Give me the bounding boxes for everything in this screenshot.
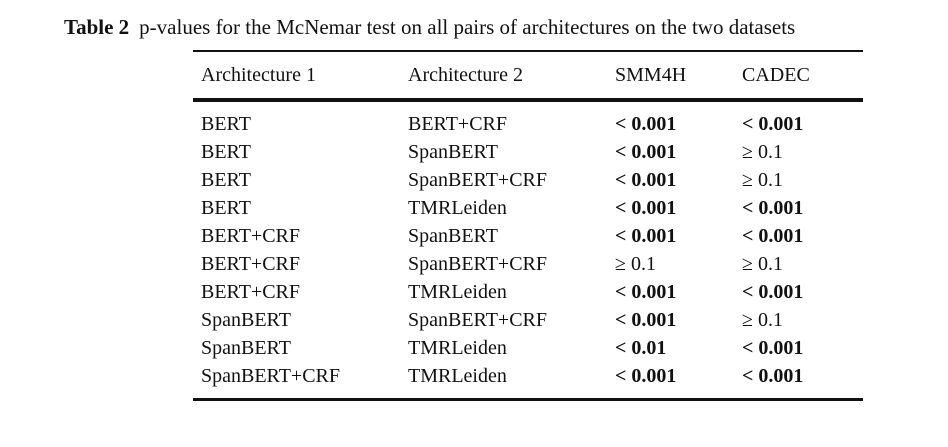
cell-architecture-2: TMRLeiden: [408, 197, 507, 219]
cell-smm4h-pvalue: < 0.001: [615, 141, 677, 163]
cell-smm4h-pvalue: < 0.001: [615, 365, 677, 387]
table-caption: Table 2 p-values for the McNemar test on …: [64, 14, 795, 40]
cell-architecture-1: BERT: [201, 141, 251, 163]
cell-architecture-1: BERT: [201, 197, 251, 219]
cell-architecture-2: SpanBERT+CRF: [408, 309, 547, 331]
caption-label: Table 2: [64, 15, 130, 39]
header-smm4h: SMM4H: [615, 63, 687, 86]
cell-architecture-1: BERT+CRF: [201, 281, 300, 303]
table-row: BERT+CRF SpanBERT < 0.001 < 0.001: [193, 222, 863, 250]
cell-architecture-2: SpanBERT: [408, 225, 498, 247]
cell-cadec-pvalue: ≥ 0.1: [742, 141, 783, 163]
cell-cadec-pvalue: < 0.001: [742, 225, 804, 247]
cell-cadec-pvalue: < 0.001: [742, 365, 804, 387]
results-table-body: BERT BERT+CRF < 0.001 < 0.001 BERT SpanBERT < …: [193, 102, 863, 398]
table-bottom-rule: [193, 398, 863, 401]
cell-architecture-1: SpanBERT: [201, 337, 291, 359]
results-table-container: Architecture 1 Architecture 2 SMM4H CADE…: [193, 50, 863, 401]
header-row: Architecture 1 Architecture 2 SMM4H CADE…: [193, 52, 863, 98]
table-row: SpanBERT+CRF TMRLeiden < 0.001 < 0.001: [193, 362, 863, 390]
cell-cadec-pvalue: < 0.001: [742, 113, 804, 135]
table-row: BERT BERT+CRF < 0.001 < 0.001: [193, 110, 863, 138]
cell-architecture-2: TMRLeiden: [408, 281, 507, 303]
table-row: BERT+CRF TMRLeiden < 0.001 < 0.001: [193, 278, 863, 306]
table-row: SpanBERT SpanBERT+CRF < 0.001 ≥ 0.1: [193, 306, 863, 334]
cell-architecture-1: BERT: [201, 169, 251, 191]
table-row: BERT SpanBERT+CRF < 0.001 ≥ 0.1: [193, 166, 863, 194]
cell-smm4h-pvalue: < 0.001: [615, 225, 677, 247]
cell-architecture-2: SpanBERT+CRF: [408, 253, 547, 275]
table-top-rule: [193, 50, 863, 52]
cell-cadec-pvalue: ≥ 0.1: [742, 309, 783, 331]
table-header-rule: [193, 98, 863, 102]
table-body: BERT BERT+CRF < 0.001 < 0.001 BERT SpanBERT < …: [193, 110, 863, 390]
cell-architecture-1: BERT+CRF: [201, 253, 300, 275]
table-row: BERT TMRLeiden < 0.001 < 0.001: [193, 194, 863, 222]
cell-architecture-1: SpanBERT+CRF: [201, 365, 340, 387]
cell-architecture-2: TMRLeiden: [408, 365, 507, 387]
cell-smm4h-pvalue: < 0.01: [615, 337, 667, 359]
cell-smm4h-pvalue: < 0.001: [615, 281, 677, 303]
cell-architecture-1: BERT+CRF: [201, 225, 300, 247]
table-row: SpanBERT TMRLeiden < 0.01 < 0.001: [193, 334, 863, 362]
header-architecture-2: Architecture 2: [408, 63, 523, 86]
cell-cadec-pvalue: < 0.001: [742, 337, 804, 359]
cell-architecture-2: SpanBERT: [408, 141, 498, 163]
cell-smm4h-pvalue: < 0.001: [615, 169, 677, 191]
cell-architecture-1: BERT: [201, 113, 251, 135]
cell-smm4h-pvalue: < 0.001: [615, 113, 677, 135]
cell-cadec-pvalue: ≥ 0.1: [742, 253, 783, 275]
cell-architecture-2: BERT+CRF: [408, 113, 507, 135]
header-architecture-1: Architecture 1: [201, 63, 316, 86]
results-table: Architecture 1 Architecture 2 SMM4H CADE…: [193, 52, 863, 98]
table-row: BERT+CRF SpanBERT+CRF ≥ 0.1 ≥ 0.1: [193, 250, 863, 278]
cell-architecture-2: TMRLeiden: [408, 337, 507, 359]
cell-smm4h-pvalue: ≥ 0.1: [615, 253, 656, 275]
cell-cadec-pvalue: < 0.001: [742, 197, 804, 219]
cell-cadec-pvalue: ≥ 0.1: [742, 169, 783, 191]
table-row: BERT SpanBERT < 0.001 ≥ 0.1: [193, 138, 863, 166]
cell-smm4h-pvalue: < 0.001: [615, 309, 677, 331]
cell-architecture-2: SpanBERT+CRF: [408, 169, 547, 191]
cell-smm4h-pvalue: < 0.001: [615, 197, 677, 219]
caption-text: p-values for the McNemar test on all pai…: [139, 15, 796, 39]
cell-architecture-1: SpanBERT: [201, 309, 291, 331]
header-cadec: CADEC: [742, 63, 810, 86]
cell-cadec-pvalue: < 0.001: [742, 281, 804, 303]
